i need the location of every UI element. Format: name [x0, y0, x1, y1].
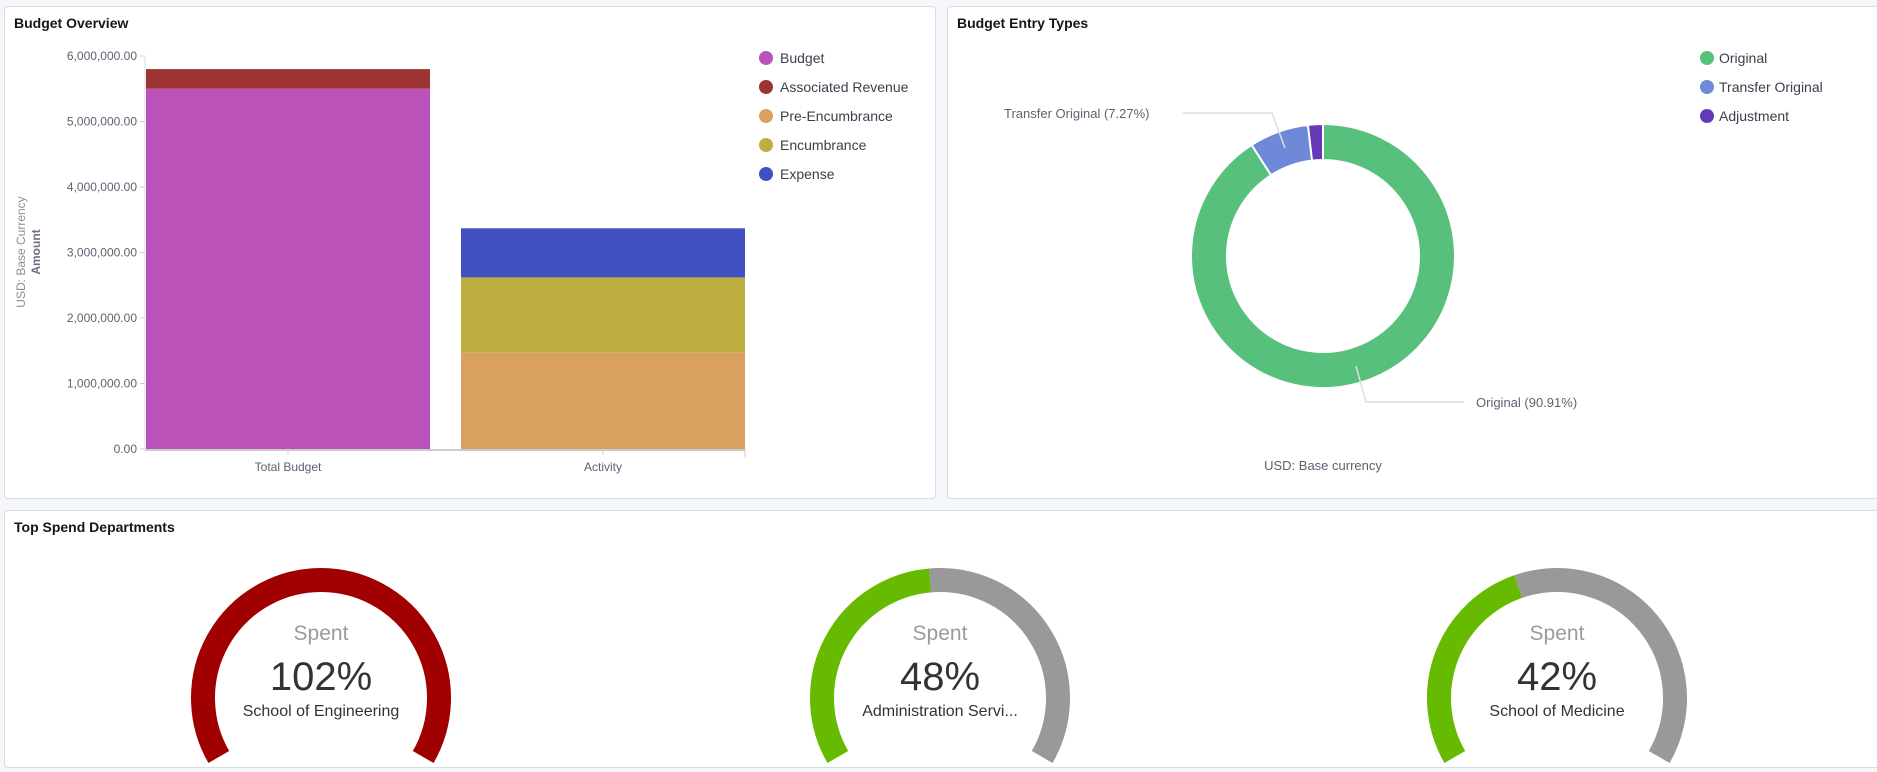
y-tick-label: 0.00: [114, 442, 138, 456]
legend-item[interactable]: Original: [1719, 50, 1767, 66]
gauge-caption: Spent: [294, 622, 349, 645]
donut-slice-original: [1190, 122, 1456, 389]
gauge-department-name: School of Engineering: [243, 703, 400, 720]
bar-segment-pre-encumbrance: [461, 352, 745, 449]
legend-item[interactable]: Budget: [780, 50, 824, 66]
y-tick-label: 4,000,000.00: [67, 180, 137, 194]
y-axis-subtitle: USD: Base Currency: [14, 196, 28, 307]
gauge-caption: Spent: [913, 622, 968, 645]
bar-segment-encumbrance: [461, 277, 745, 353]
bar-segment-expense: [461, 228, 745, 278]
x-tick-label: Total Budget: [255, 460, 322, 474]
budget-entry-types-panel: Budget Entry Types: [947, 6, 1877, 499]
y-tick-label: 1,000,000.00: [67, 377, 137, 391]
gauge-fill: [191, 568, 451, 763]
bar-segment-budget: [146, 88, 430, 449]
legend-marker: [759, 109, 773, 123]
gauge-value: 48%: [900, 655, 980, 699]
legend-marker: [1700, 51, 1714, 65]
gauge-caption: Spent: [1530, 622, 1585, 645]
gauge-track: [1514, 568, 1687, 763]
bar-segment-associated-revenue: [146, 69, 430, 89]
panel-title: Budget Overview: [14, 15, 129, 31]
y-tick-label: 2,000,000.00: [67, 311, 137, 325]
legend-item[interactable]: Pre-Encumbrance: [780, 108, 893, 124]
legend-marker: [759, 167, 773, 181]
leader-line: [1355, 365, 1464, 403]
y-tick-label: 5,000,000.00: [67, 115, 137, 129]
legend-marker: [759, 138, 773, 152]
gauge-value: 102%: [270, 655, 372, 699]
top-spend-departments-panel: Top Spend Departments: [4, 510, 1877, 768]
x-tick-label: Activity: [584, 460, 622, 474]
gauge-fill: [1427, 575, 1523, 763]
legend-item[interactable]: Expense: [780, 166, 835, 182]
gauge-department-name: School of Medicine: [1489, 703, 1624, 720]
legend-item[interactable]: Associated Revenue: [780, 79, 909, 95]
gauge-department-name: Administration Servi...: [862, 703, 1018, 720]
legend-marker: [1700, 80, 1714, 94]
y-axis-title: Amount: [29, 229, 43, 274]
slice-label: Original (90.91%): [1476, 395, 1577, 410]
panel-title: Top Spend Departments: [14, 519, 175, 535]
leader-line: [1183, 112, 1286, 149]
slice-label: Transfer Original (7.27%): [1004, 106, 1149, 121]
donut-footer: USD: Base currency: [1264, 458, 1382, 473]
legend-item[interactable]: Adjustment: [1719, 108, 1789, 124]
legend-item[interactable]: Transfer Original: [1719, 79, 1823, 95]
legend-marker: [759, 51, 773, 65]
y-tick-label: 6,000,000.00: [67, 49, 137, 63]
y-tick-label: 3,000,000.00: [67, 246, 137, 260]
donut-slice-adjustment: [1306, 122, 1324, 162]
legend-marker: [1700, 109, 1714, 123]
legend-item[interactable]: Encumbrance: [780, 137, 867, 153]
gauge-fill: [810, 568, 932, 763]
panel-title: Budget Entry Types: [957, 15, 1089, 31]
gauge-track: [929, 568, 1070, 763]
legend-marker: [759, 80, 773, 94]
gauge-value: 42%: [1517, 655, 1597, 699]
